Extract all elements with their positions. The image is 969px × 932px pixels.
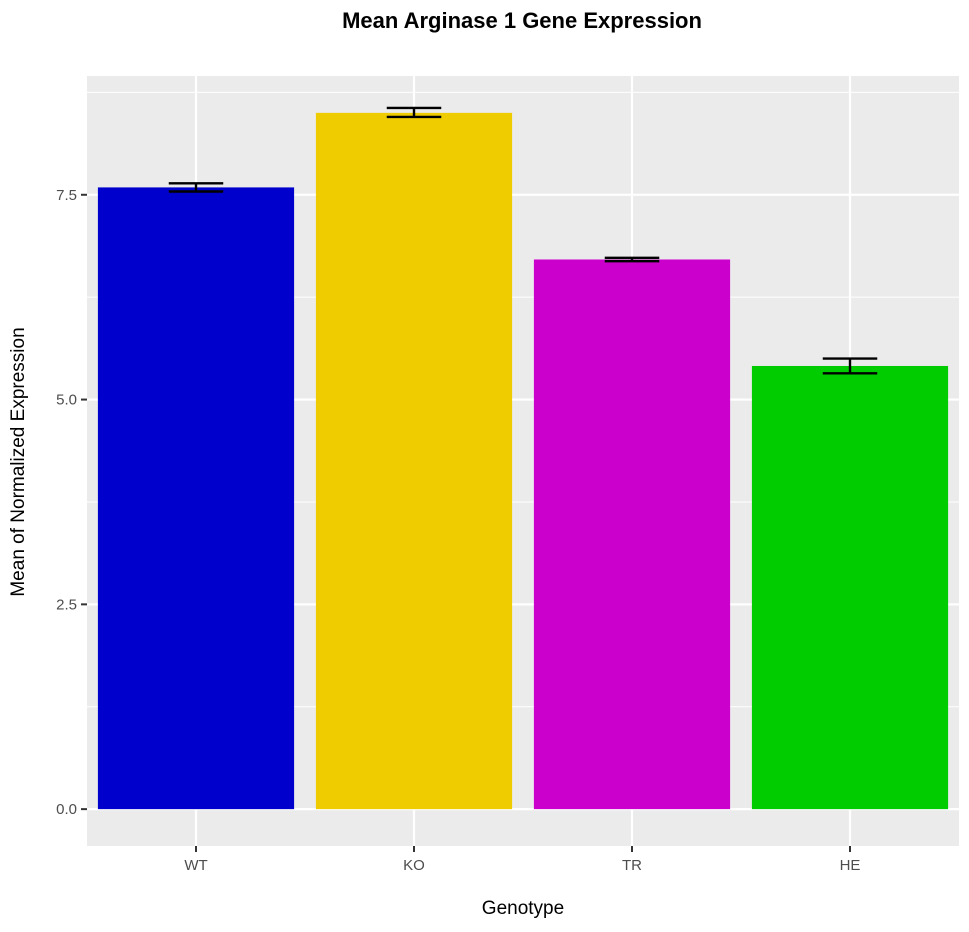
y-tick-label: 5.0 (56, 392, 77, 409)
bar-ko (315, 112, 513, 810)
y-tick-label: 0.0 (56, 801, 77, 818)
error-bar-wt (168, 182, 224, 193)
bar-he (751, 365, 949, 810)
x-tick-label: KO (403, 857, 425, 874)
x-tick-label: TR (622, 857, 642, 874)
bar-tr (533, 259, 731, 810)
x-axis-title: Genotype (482, 898, 564, 919)
error-bars (168, 106, 878, 375)
bars (97, 112, 949, 810)
error-bar-ko (386, 106, 442, 119)
bar-wt (97, 187, 295, 810)
x-tick-label: HE (840, 857, 861, 874)
x-tick-label: WT (184, 857, 207, 874)
chart-title: Mean Arginase 1 Gene Expression (342, 8, 702, 33)
y-tick-label: 7.5 (56, 187, 77, 204)
y-tick-label: 2.5 (56, 596, 77, 613)
x-axis: WT KO TR HE (184, 846, 860, 874)
y-axis: 0.0 2.5 5.0 7.5 (56, 187, 87, 818)
error-bar-tr (604, 256, 660, 263)
y-axis-title: Mean of Normalized Expression (8, 327, 29, 596)
error-bar-he (822, 357, 878, 375)
